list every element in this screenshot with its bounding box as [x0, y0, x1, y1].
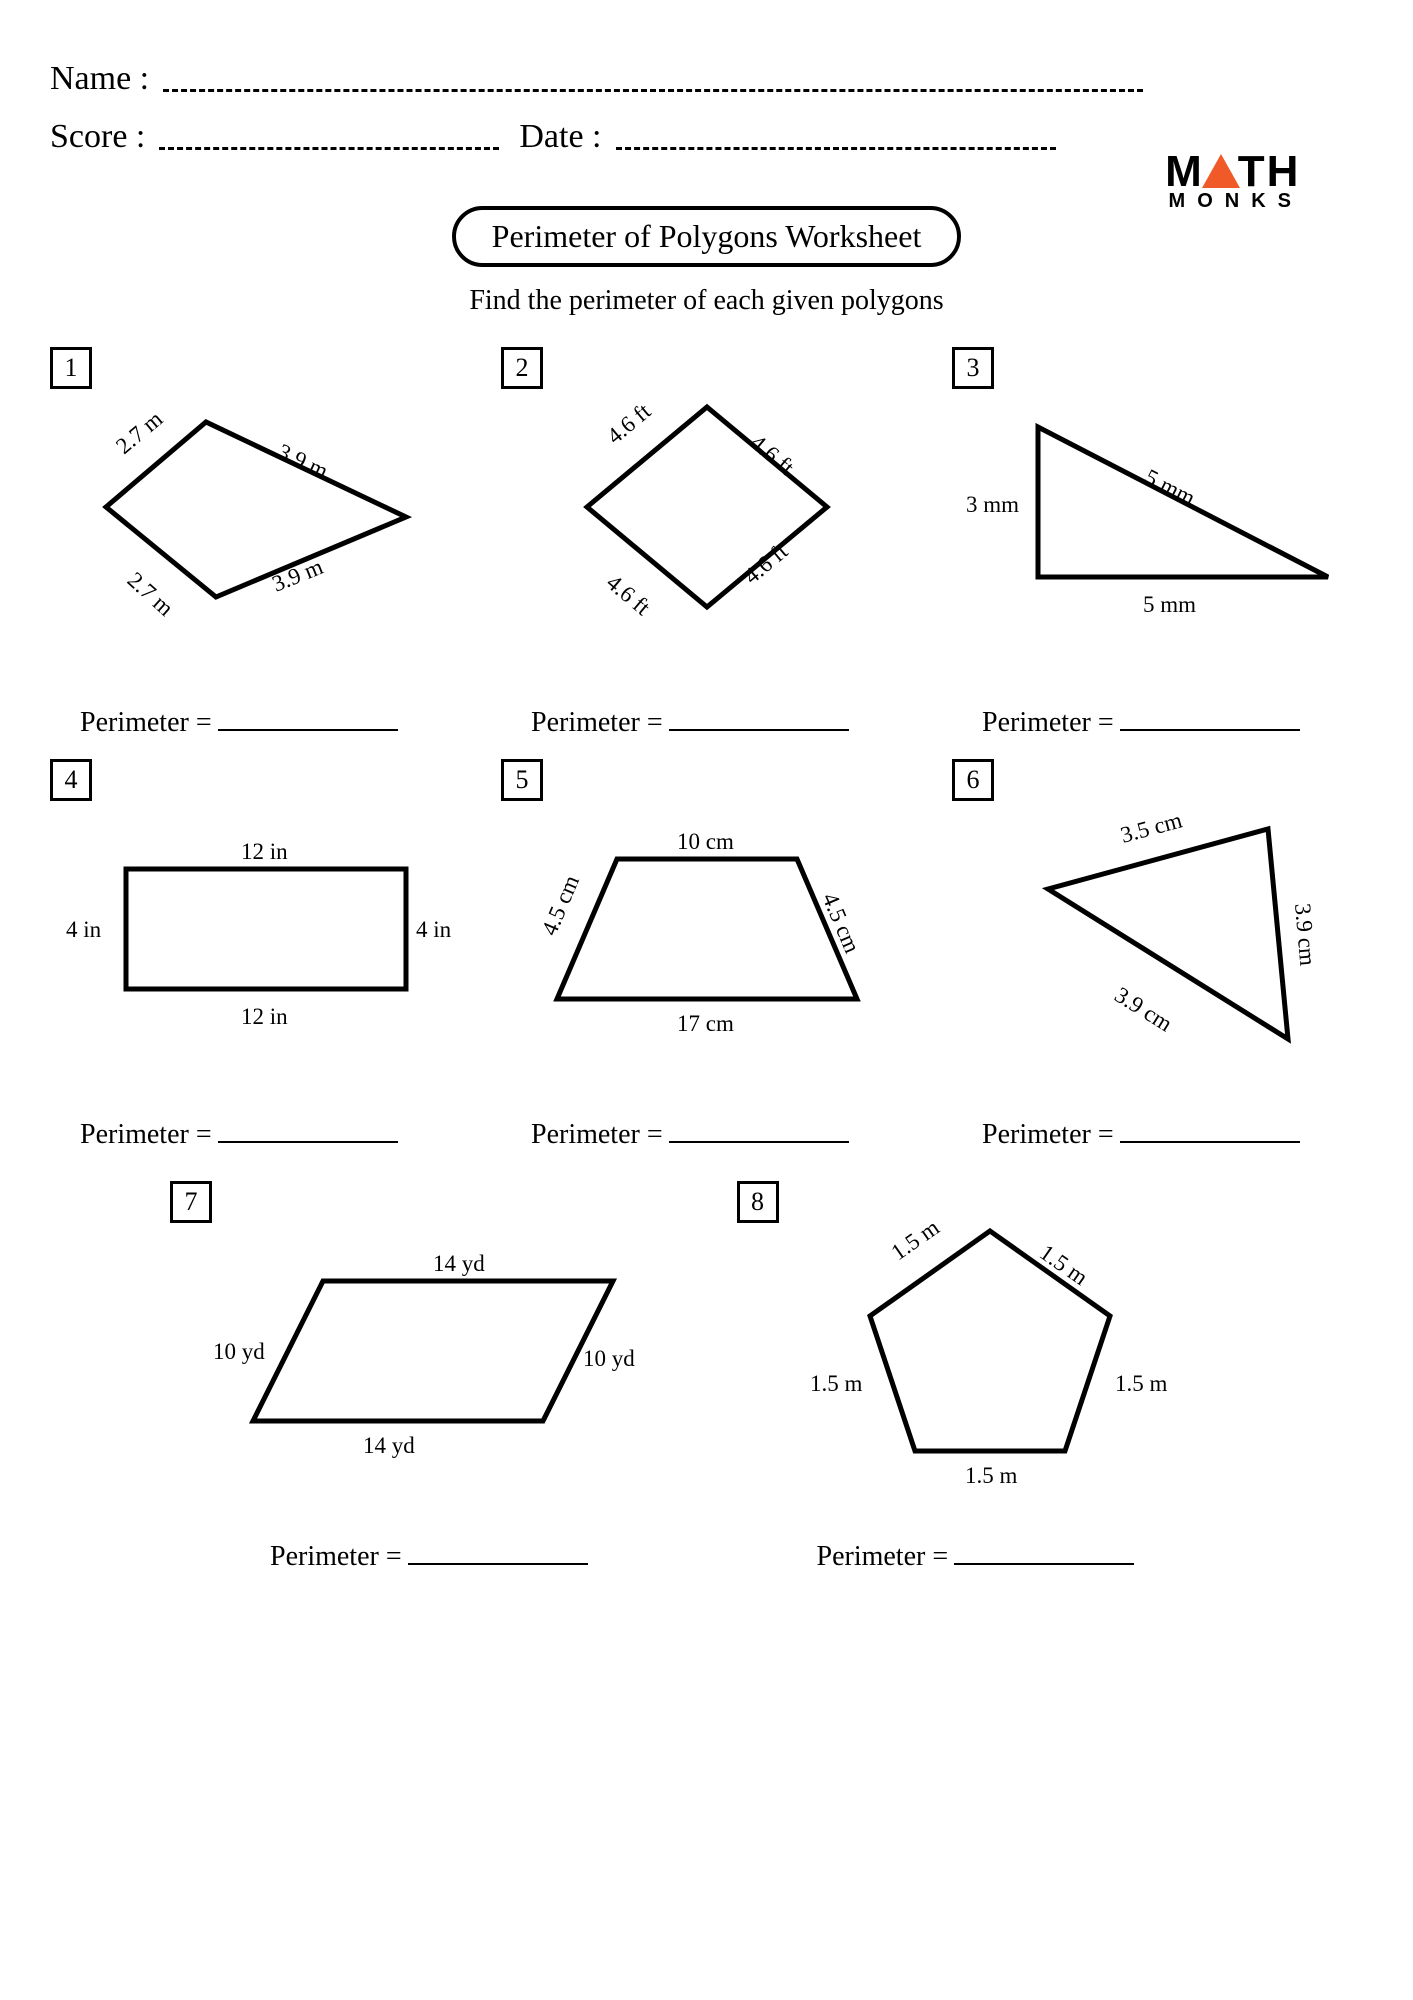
problem-6: 6 3.5 cm 3.9 cm 3.9 cm Perimeter =: [952, 759, 1363, 1151]
svg-text:12 in: 12 in: [241, 1004, 288, 1029]
answer-label: Perimeter =: [80, 1119, 212, 1150]
svg-text:2.7 m: 2.7 m: [111, 406, 167, 459]
problem-3: 3 3 mm 5 mm 5 mm Perimeter =: [952, 347, 1363, 739]
svg-text:10 cm: 10 cm: [677, 829, 734, 854]
logo-text-m: M: [1165, 147, 1204, 196]
svg-text:14 yd: 14 yd: [433, 1251, 485, 1276]
parallelogram-figure: 14 yd 14 yd 10 yd 10 yd: [183, 1201, 663, 1481]
triangle-figure: 3.5 cm 3.9 cm 3.9 cm: [968, 779, 1348, 1059]
answer-blank[interactable]: [1120, 1141, 1300, 1143]
svg-text:3.5 cm: 3.5 cm: [1117, 807, 1184, 847]
triangle-icon: [1202, 154, 1240, 188]
problem-number: 6: [952, 759, 994, 801]
logo-text-monks: MONKS: [1169, 190, 1303, 213]
trapezoid-figure: 10 cm 17 cm 4.5 cm 4.5 cm: [507, 779, 907, 1059]
problem-number: 5: [501, 759, 543, 801]
problem-number: 7: [170, 1181, 212, 1223]
answer-label: Perimeter =: [817, 1541, 949, 1572]
logo-text-th: TH: [1238, 147, 1301, 196]
date-blank[interactable]: [616, 124, 1056, 150]
score-label: Score :: [50, 118, 145, 156]
problem-number: 2: [501, 347, 543, 389]
worksheet-title: Perimeter of Polygons Worksheet: [452, 206, 962, 267]
answer-blank[interactable]: [218, 1141, 398, 1143]
svg-text:17 cm: 17 cm: [677, 1011, 734, 1036]
problem-number: 4: [50, 759, 92, 801]
svg-text:4.6 ft: 4.6 ft: [745, 430, 799, 481]
svg-text:4.6 ft: 4.6 ft: [739, 538, 793, 589]
svg-text:14 yd: 14 yd: [363, 1433, 415, 1458]
svg-text:4.6 ft: 4.6 ft: [601, 570, 655, 621]
score-date-row: Score : Date :: [50, 118, 1070, 156]
date-label: Date :: [519, 118, 601, 156]
answer-label: Perimeter =: [531, 707, 663, 738]
problem-1: 1 2.7 m 3.9 m 2.7 m 3.9 m Perimeter =: [50, 347, 461, 739]
svg-text:10 yd: 10 yd: [213, 1339, 265, 1364]
svg-text:4 in: 4 in: [416, 917, 452, 942]
answer-blank[interactable]: [669, 1141, 849, 1143]
answer-blank[interactable]: [1120, 729, 1300, 731]
svg-text:3.9 cm: 3.9 cm: [1110, 982, 1176, 1036]
svg-text:3.9 m: 3.9 m: [273, 439, 331, 484]
svg-text:12 in: 12 in: [241, 839, 288, 864]
svg-text:4.6 ft: 4.6 ft: [602, 398, 656, 449]
svg-text:1.5 m: 1.5 m: [886, 1215, 943, 1266]
svg-text:5 mm: 5 mm: [1143, 592, 1196, 617]
pentagon-figure: 1.5 m 1.5 m 1.5 m 1.5 m 1.5 m: [780, 1191, 1200, 1491]
answer-label: Perimeter =: [531, 1119, 663, 1150]
math-monks-logo: M TH MONKS: [1163, 150, 1303, 213]
problem-4: 4 12 in 12 in 4 in 4 in Perimeter =: [50, 759, 461, 1151]
answer-label: Perimeter =: [80, 707, 212, 738]
problem-number: 8: [737, 1181, 779, 1223]
answer-blank[interactable]: [954, 1563, 1134, 1565]
answer-label: Perimeter =: [270, 1541, 402, 1572]
problem-7: 7 14 yd 14 yd 10 yd 10 yd Perimeter =: [170, 1181, 677, 1573]
svg-text:1.5 m: 1.5 m: [810, 1371, 863, 1396]
problem-number: 3: [952, 347, 994, 389]
svg-text:3 mm: 3 mm: [966, 492, 1019, 517]
problem-5: 5 10 cm 17 cm 4.5 cm 4.5 cm Perimeter =: [501, 759, 912, 1151]
svg-text:3.9 cm: 3.9 cm: [1290, 902, 1320, 967]
svg-text:2.7 m: 2.7 m: [122, 567, 178, 621]
answer-blank[interactable]: [669, 729, 849, 731]
name-row: Name :: [50, 60, 1363, 98]
worksheet-subtitle: Find the perimeter of each given polygon…: [50, 285, 1363, 317]
svg-text:5 mm: 5 mm: [1140, 464, 1199, 510]
svg-text:1.5 m: 1.5 m: [965, 1463, 1018, 1488]
score-blank[interactable]: [159, 124, 499, 150]
answer-label: Perimeter =: [982, 1119, 1114, 1150]
svg-text:1.5 m: 1.5 m: [1115, 1371, 1168, 1396]
problem-number: 1: [50, 347, 92, 389]
name-blank[interactable]: [163, 66, 1143, 92]
answer-blank[interactable]: [218, 729, 398, 731]
right-triangle-figure: 3 mm 5 mm 5 mm: [958, 367, 1358, 647]
rectangle-figure: 12 in 12 in 4 in 4 in: [56, 779, 456, 1059]
problem-2: 2 4.6 ft 4.6 ft 4.6 ft 4.6 ft Perimeter …: [501, 347, 912, 739]
rhombus-figure: 4.6 ft 4.6 ft 4.6 ft 4.6 ft: [527, 367, 887, 647]
svg-text:10 yd: 10 yd: [583, 1346, 635, 1371]
problem-8: 8 1.5 m 1.5 m 1.5 m 1.5 m 1.5 m Perimete…: [737, 1181, 1244, 1573]
svg-text:4.5 cm: 4.5 cm: [536, 871, 584, 938]
kite-figure: 2.7 m 3.9 m 2.7 m 3.9 m: [66, 367, 446, 647]
answer-label: Perimeter =: [982, 707, 1114, 738]
name-label: Name :: [50, 60, 149, 98]
svg-text:4 in: 4 in: [66, 917, 102, 942]
answer-blank[interactable]: [408, 1563, 588, 1565]
